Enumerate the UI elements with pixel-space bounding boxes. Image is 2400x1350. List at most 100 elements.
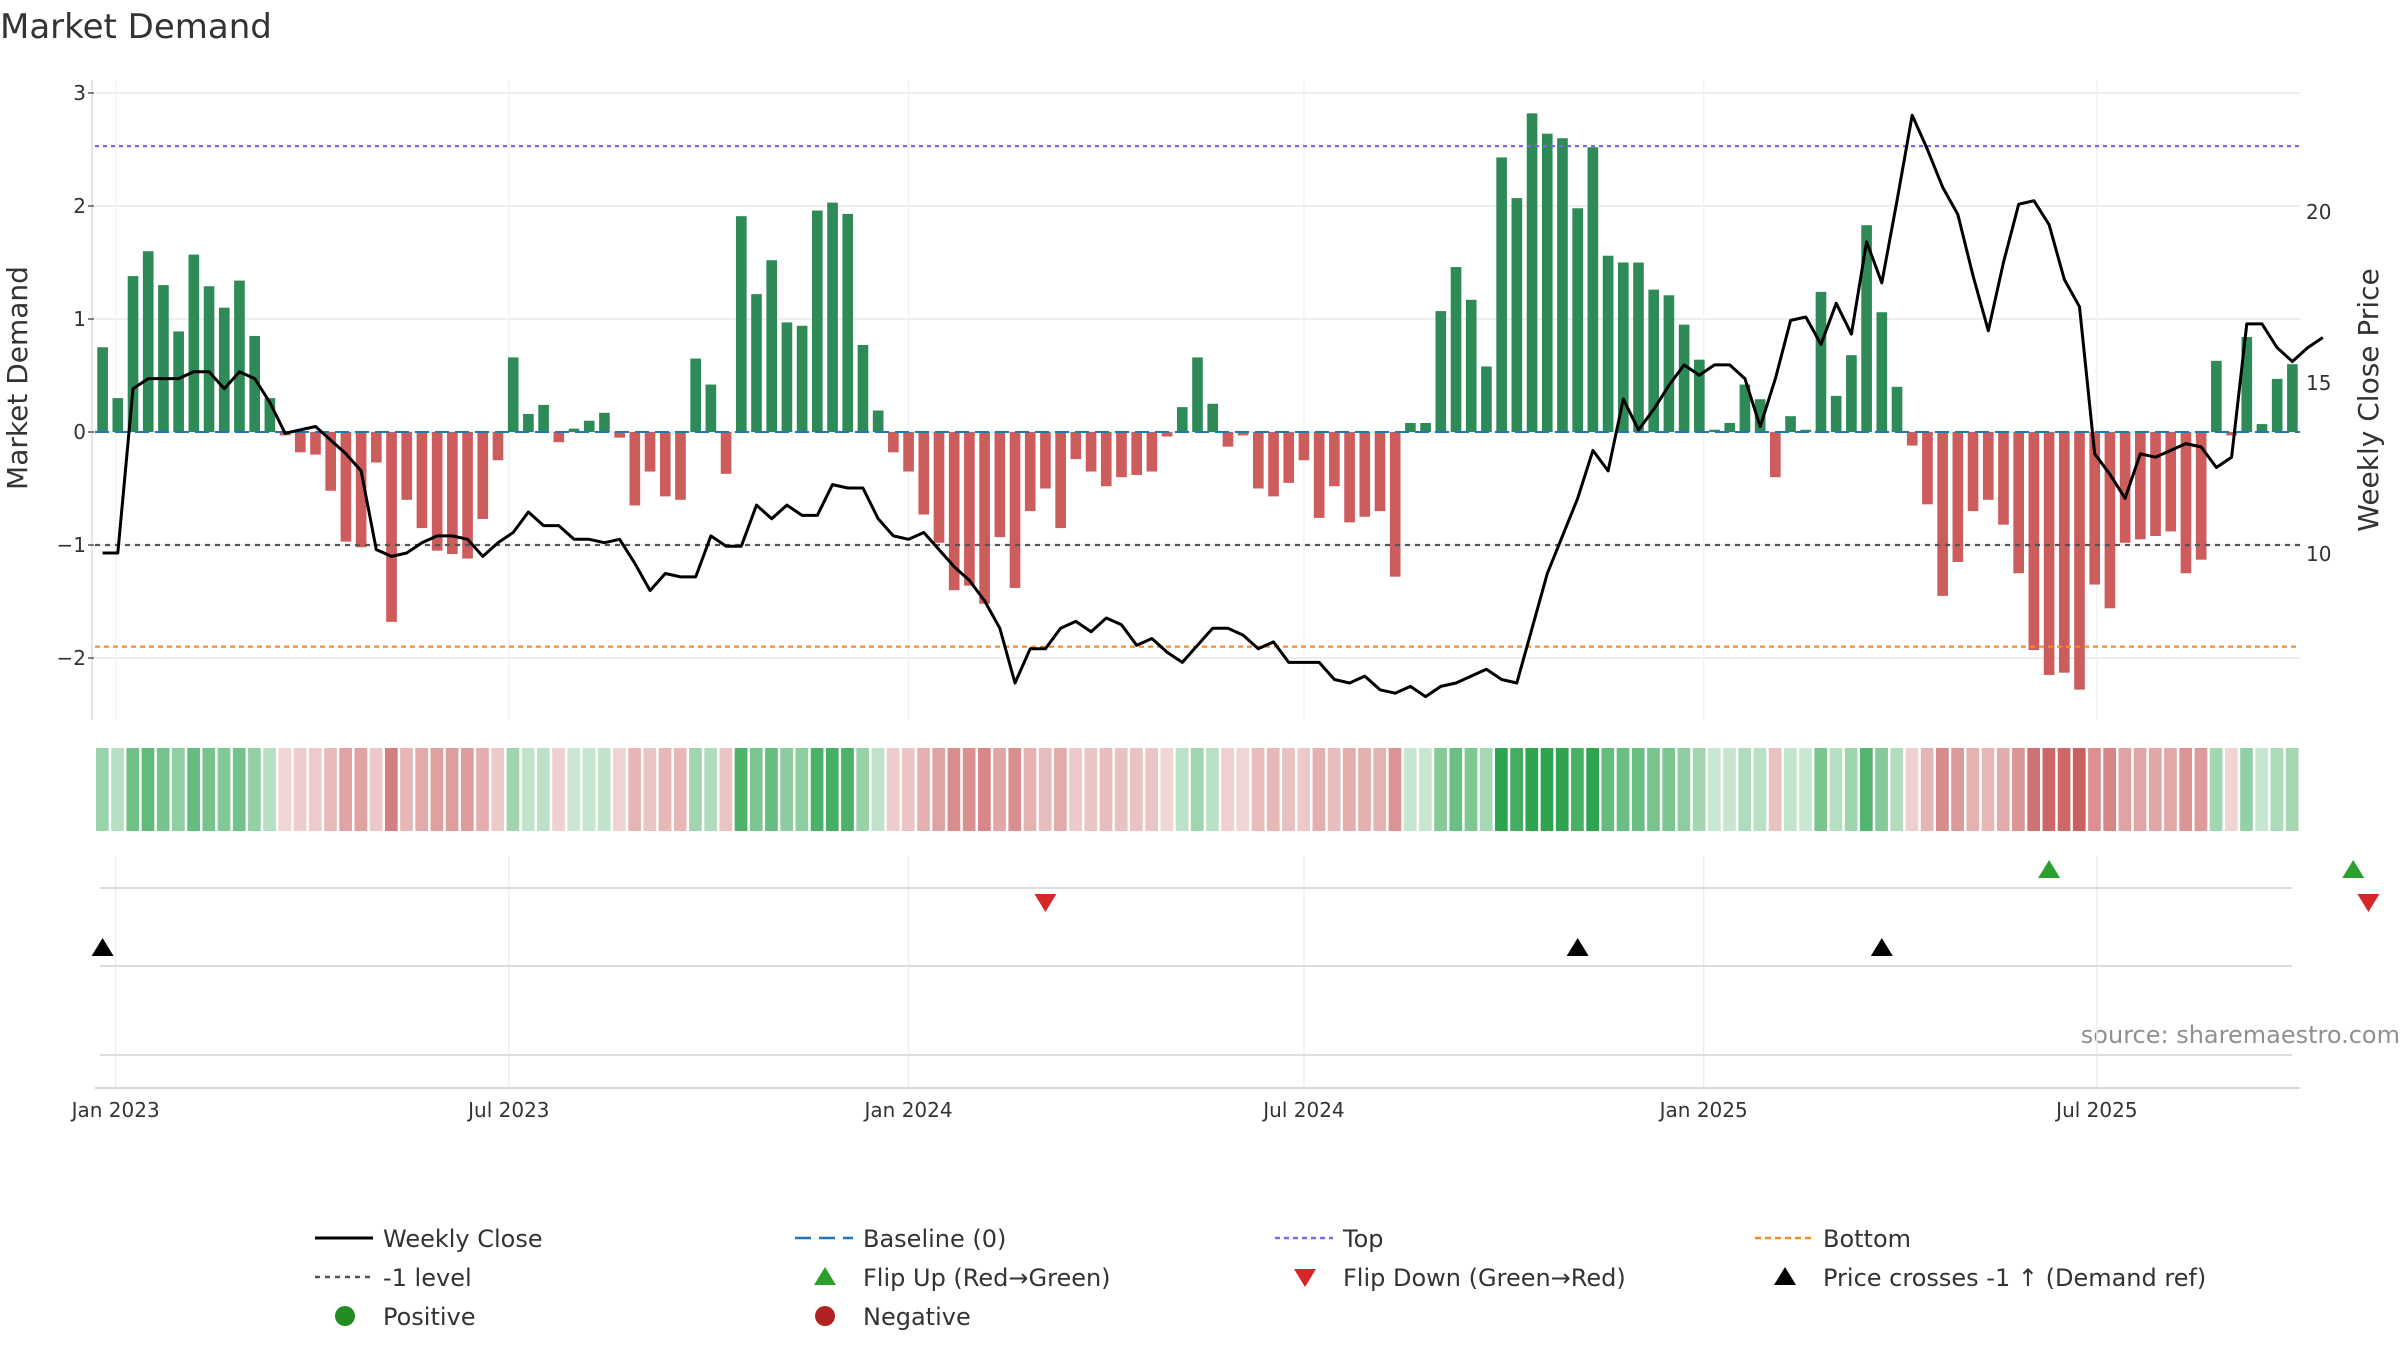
demand-bar	[933, 432, 945, 543]
heat-cell	[1768, 748, 1782, 831]
heat-cell	[582, 748, 596, 831]
heat-cell	[141, 748, 155, 831]
heat-cell	[1525, 748, 1539, 831]
demand-bar	[705, 384, 717, 432]
demand-bar	[842, 213, 854, 432]
demand-bar	[1526, 113, 1538, 432]
demand-bar	[310, 432, 321, 455]
demand-bar	[720, 432, 732, 474]
demand-bar	[249, 335, 260, 432]
demand-bar	[1815, 291, 1827, 432]
demand-bar	[1861, 225, 1872, 432]
heat-cell	[1266, 748, 1280, 831]
demand-bar	[1754, 399, 1766, 432]
demand-bar	[1952, 432, 1964, 562]
demand-bar	[1100, 432, 1112, 487]
heat-cell	[2255, 748, 2269, 831]
demand-bar	[523, 413, 534, 432]
demand-bar	[2074, 432, 2085, 690]
demand-bar	[2028, 432, 2040, 651]
heat-cell	[1510, 748, 1523, 831]
heat-cell	[1905, 748, 1919, 831]
heat-cell	[293, 748, 307, 831]
heat-cell	[1707, 748, 1721, 831]
demand-bar	[629, 432, 641, 506]
demand-bar	[553, 432, 565, 443]
demand-bar	[583, 420, 595, 432]
heat-cell	[2042, 748, 2056, 831]
heat-cell	[1860, 748, 1873, 831]
y-tick-label: 3	[73, 81, 86, 105]
heat-cell	[993, 748, 1006, 831]
demand-bar	[614, 432, 625, 438]
heat-cell	[1236, 748, 1250, 831]
heat-cell	[1936, 748, 1949, 831]
demand-bar	[659, 432, 671, 497]
demand-bar	[1617, 262, 1629, 432]
y-tick-label: 1	[73, 307, 86, 331]
demand-bar	[386, 432, 397, 622]
heat-cell	[1054, 748, 1067, 831]
x-tick-label: Jan 2023	[70, 1098, 160, 1122]
heat-cell	[1130, 748, 1143, 831]
heat-cell	[460, 748, 474, 831]
legend-label: Weekly Close	[383, 1225, 543, 1253]
demand-bar	[1572, 208, 1583, 432]
heat-cell	[430, 748, 444, 831]
demand-bar	[796, 325, 808, 432]
x-tick-label: Jul 2025	[2054, 1098, 2137, 1122]
heat-cell	[841, 748, 854, 831]
heat-cell	[232, 748, 246, 831]
demand-bar	[2211, 360, 2222, 432]
chart-title: Market Demand	[0, 7, 272, 47]
heat-cell	[1038, 748, 1052, 831]
y-tick-label: 2	[73, 194, 86, 218]
demand-bar	[188, 254, 200, 432]
heat-cell	[126, 748, 140, 831]
heat-cell	[506, 748, 520, 831]
price-cross-marker	[1870, 938, 1893, 956]
heat-cell	[1145, 748, 1158, 831]
demand-bar	[1602, 255, 1614, 432]
legend-label: Flip Down (Green→Red)	[1343, 1264, 1626, 1292]
demand-bar	[1891, 386, 1903, 432]
demand-bar	[888, 432, 899, 453]
heat-cell	[734, 748, 748, 831]
demand-bar	[994, 432, 1006, 538]
heat-cell	[2179, 748, 2193, 831]
heat-cell	[537, 748, 550, 831]
heat-cell	[1342, 748, 1356, 831]
demand-bar	[203, 286, 215, 432]
heat-cell	[2027, 748, 2040, 831]
price-cross-marker	[1566, 938, 1589, 956]
heat-cell	[2103, 748, 2117, 831]
flip-up-marker	[2342, 860, 2365, 878]
heat-cell	[597, 748, 611, 831]
heat-cell	[1875, 748, 1888, 831]
demand-bar	[97, 347, 108, 432]
demand-bar	[690, 358, 701, 432]
heat-cell	[1981, 748, 1995, 831]
heat-cell	[1403, 748, 1417, 831]
demand-bar	[401, 432, 413, 500]
demand-bar	[218, 307, 230, 432]
demand-bar	[1192, 357, 1203, 432]
heat-cell	[1662, 748, 1676, 831]
demand-bar	[1450, 267, 1462, 432]
heat-cell	[1419, 748, 1432, 831]
demand-bar	[735, 216, 747, 432]
demand-bar	[1070, 432, 1082, 460]
demand-bar	[1648, 289, 1660, 432]
heat-cell	[172, 748, 185, 831]
heat-cell	[901, 748, 915, 831]
heat-cell	[2072, 748, 2086, 831]
demand-bar	[1055, 432, 1066, 529]
demand-bar	[431, 432, 443, 551]
heat-cell	[613, 748, 626, 831]
demand-bar	[2119, 432, 2131, 543]
y2-axis-label: Weekly Close Price	[2352, 268, 2385, 531]
demand-bar	[2256, 424, 2268, 432]
demand-bar	[1435, 311, 1447, 432]
demand-bar	[948, 432, 960, 591]
